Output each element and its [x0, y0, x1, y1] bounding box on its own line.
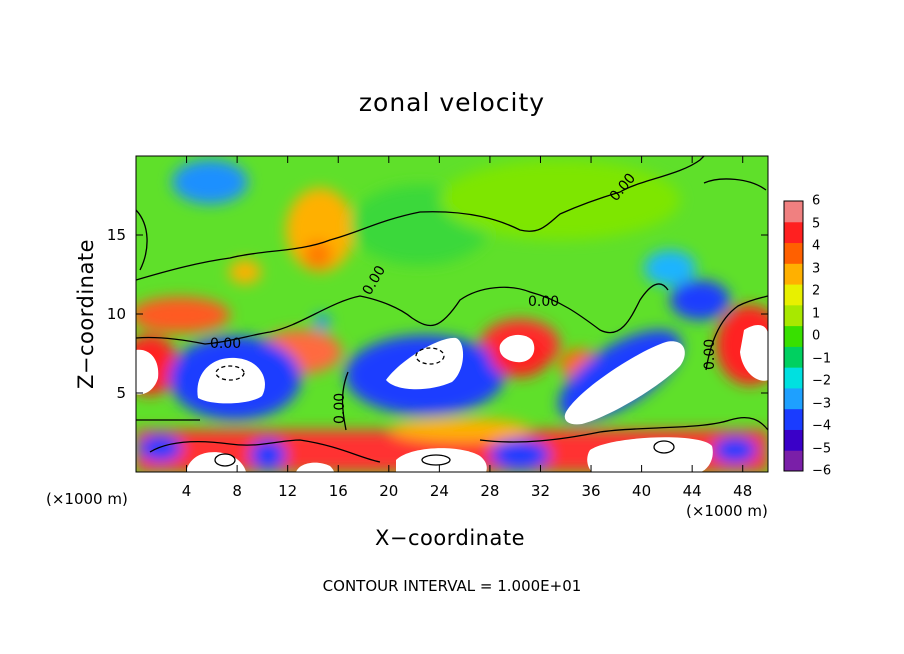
- contour-label: 0.00: [332, 393, 348, 424]
- colorbar-tick-label: 0: [812, 328, 821, 344]
- colorbar-swatch: [784, 221, 803, 244]
- colorbar-swatch: [784, 284, 803, 306]
- colorbar-swatch: [784, 408, 803, 430]
- zero-contours: [136, 156, 768, 467]
- colorbar-tick-label: −5: [812, 441, 832, 456]
- field-patch: [490, 439, 550, 471]
- field-patch: [250, 439, 286, 471]
- colorbar-tick-label: 6: [812, 193, 821, 209]
- colorbar-swatch: [784, 201, 803, 223]
- contour-line: [653, 440, 675, 454]
- colorbar-swatch: [784, 242, 803, 264]
- colorbar-tick-label: 4: [812, 238, 821, 254]
- field-patch: [229, 260, 261, 284]
- white-cell: [296, 462, 334, 472]
- axis-ticks: [136, 156, 768, 472]
- contour-line: [136, 209, 148, 271]
- contour-line: [703, 178, 767, 191]
- field-patch: [172, 160, 248, 204]
- contour-line: [215, 365, 245, 381]
- white-cell: [740, 325, 768, 381]
- x-unit-label: (×1000 m): [686, 502, 768, 520]
- colorbar-tick-label: 5: [812, 216, 821, 231]
- contour-line: [415, 347, 445, 365]
- field-patch: [644, 250, 696, 286]
- white-cell: [587, 437, 713, 472]
- contour-line: [136, 156, 705, 281]
- contour-line: [421, 454, 451, 466]
- colorbar-frame: [783, 200, 804, 472]
- white-cell: [499, 334, 535, 363]
- x-tick-label: 32: [530, 482, 551, 500]
- field-patch: [390, 418, 530, 442]
- colorbar: [783, 200, 804, 472]
- colorbar-tick-label: −3: [812, 396, 832, 411]
- contour-line: [149, 439, 381, 463]
- contour-label: 0.00: [702, 339, 718, 370]
- white-cell: [564, 341, 685, 425]
- field-patch: [440, 160, 680, 240]
- colorbar-tick-label: −4: [812, 418, 832, 434]
- x-tick-label: 4: [181, 482, 192, 500]
- contour-line: [214, 453, 236, 467]
- y-unit-label: (×1000 m): [46, 490, 128, 508]
- x-tick-label: 28: [480, 482, 500, 500]
- colorbar-tick-label: −1: [812, 351, 832, 366]
- colorbar-tick-label: 2: [812, 283, 821, 299]
- x-tick-label: 44: [682, 482, 702, 500]
- x-axis-label: X−coordinate: [375, 526, 525, 550]
- field-patch: [286, 188, 354, 272]
- y-tick-label: 5: [116, 384, 126, 402]
- colorbar-tick-label: −2: [812, 373, 832, 389]
- x-tick-label: 40: [632, 482, 652, 500]
- colorbar-swatch: [784, 450, 803, 472]
- contour-line: [136, 283, 669, 345]
- colorbar-tick-label: 1: [812, 306, 821, 321]
- field-patch: [138, 434, 182, 462]
- y-tick-label: 10: [106, 305, 126, 323]
- heatmap-field: [136, 156, 768, 472]
- contour-label: 0.00: [210, 336, 241, 352]
- colorbar-swatch: [784, 367, 803, 389]
- colorbar-tick-label: −6: [812, 463, 832, 479]
- field-patch: [670, 280, 730, 320]
- colorbar-swatch: [784, 263, 803, 285]
- contour-interval-note: CONTOUR INTERVAL = 1.000E+01: [322, 577, 582, 595]
- field-patch: [304, 241, 332, 269]
- white-cell: [136, 349, 159, 395]
- contour-line: [705, 295, 768, 371]
- y-tick-label: 15: [106, 226, 126, 244]
- colorbar-tick-label: 3: [812, 261, 821, 276]
- x-tick-label: 8: [232, 482, 242, 500]
- x-tick-label: 20: [379, 482, 399, 500]
- contour-line: [341, 371, 349, 431]
- contour-line: [479, 416, 768, 443]
- colorbar-swatch: [784, 304, 803, 327]
- contour-label: 0.00: [528, 294, 559, 310]
- x-tick-label: 48: [733, 482, 753, 500]
- x-tick-label: 16: [328, 482, 348, 500]
- white-cell: [197, 357, 265, 404]
- colorbar-swatch: [784, 346, 803, 368]
- colorbar-swatch: [784, 387, 803, 410]
- colorbar-swatch: [784, 325, 803, 347]
- field-patch: [314, 314, 330, 330]
- field-patch: [136, 297, 230, 333]
- x-tick-label: 36: [581, 482, 601, 500]
- field-patch: [713, 436, 757, 464]
- colorbar-swatch: [784, 429, 803, 451]
- chart-title: zonal velocity: [358, 88, 546, 117]
- x-tick-label: 12: [278, 482, 298, 500]
- x-tick-label: 24: [429, 482, 449, 500]
- white-cell: [396, 448, 487, 472]
